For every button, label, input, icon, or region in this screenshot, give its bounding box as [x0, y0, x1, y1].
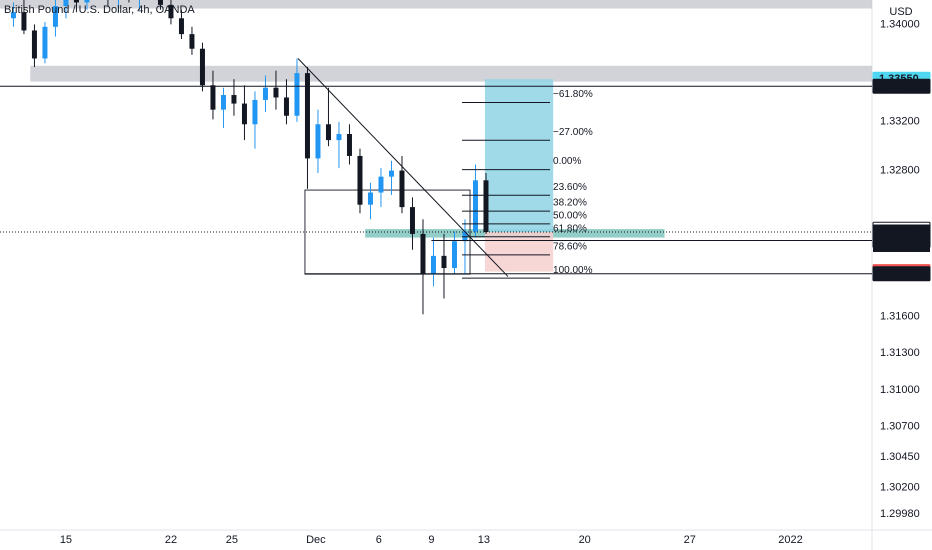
- candle-body: [84, 0, 90, 3]
- candle-body: [73, 0, 79, 3]
- x-tick-label: 9: [428, 534, 434, 546]
- price-label-box: [872, 78, 931, 94]
- y-tick-label: 1.30200: [880, 481, 920, 493]
- fib-label: 61.80%: [553, 223, 587, 234]
- candle-body: [189, 34, 195, 49]
- candle-body: [304, 73, 310, 159]
- fib-label: −27.00%: [553, 127, 593, 138]
- x-tick-label: 27: [684, 534, 696, 546]
- candle-body: [388, 170, 394, 177]
- candle-body: [63, 0, 69, 7]
- y-tick-label: 1.32800: [880, 164, 920, 176]
- candle-body: [42, 26, 48, 59]
- y-tick-label: 1.31000: [880, 384, 920, 396]
- x-tick-label: 22: [165, 534, 177, 546]
- x-tick-label: 2022: [778, 534, 802, 546]
- y-tick-label: 1.34000: [880, 18, 920, 30]
- price-label: 1.32226: [879, 234, 919, 246]
- candle-body: [336, 134, 342, 141]
- candle-body: [252, 99, 258, 125]
- candle-body: [325, 124, 331, 141]
- chart-title: British Pound / U.S. Dollar, 4h, OANDA: [4, 4, 195, 16]
- y-tick-label: 1.30450: [880, 451, 920, 463]
- fib-label: 50.00%: [553, 211, 587, 222]
- zone: [30, 65, 872, 82]
- candle-body: [315, 124, 321, 159]
- candle-body: [399, 170, 405, 208]
- fib-label: −61.80%: [553, 89, 593, 100]
- candle-body: [210, 85, 216, 110]
- y-tick-label: 1.31600: [880, 311, 920, 323]
- y-tick-label: 1.31300: [880, 347, 920, 359]
- candle-body: [10, 12, 16, 19]
- candle-body: [157, 0, 163, 5]
- candle-body: [262, 87, 268, 100]
- candle-body: [451, 241, 457, 269]
- fib-label: 38.20%: [553, 198, 587, 209]
- fib-label: 0.00%: [553, 156, 581, 167]
- candle-body: [483, 180, 489, 232]
- candle-body: [430, 255, 436, 275]
- candle-body: [367, 192, 373, 205]
- candle-body: [294, 73, 300, 116]
- fib-label: 23.60%: [553, 182, 587, 193]
- fib-label: 78.60%: [553, 242, 587, 253]
- candle-body: [346, 134, 352, 156]
- candle-body: [273, 87, 279, 98]
- y-tick-label: 1.33200: [880, 116, 920, 128]
- x-tick-label: 25: [226, 534, 238, 546]
- candle-body: [21, 12, 27, 31]
- candle-body: [378, 176, 384, 193]
- x-tick-label: Dec: [306, 534, 326, 546]
- candle-body: [472, 180, 478, 232]
- candle-body: [168, 4, 174, 19]
- candle-body: [441, 255, 447, 269]
- candle-body: [409, 207, 415, 234]
- candle-body: [241, 103, 247, 125]
- x-tick-label: 13: [478, 534, 490, 546]
- x-tick-label: 20: [579, 534, 591, 546]
- currency-label: USD: [889, 6, 912, 18]
- fib-label: 100.00%: [553, 265, 593, 276]
- price-label: 1.31953: [879, 268, 919, 280]
- candle-body: [231, 95, 237, 104]
- y-tick-label: 1.29980: [880, 508, 920, 520]
- price-label-box: [872, 233, 931, 249]
- x-tick-label: 15: [60, 534, 72, 546]
- price-label-box: [872, 266, 931, 282]
- position-stop: [484, 231, 554, 272]
- candle-body: [283, 97, 289, 116]
- candle-body: [31, 30, 37, 59]
- price-label: 1.33492: [879, 80, 919, 92]
- candle-body: [220, 95, 226, 110]
- x-tick-label: 6: [376, 534, 382, 546]
- candle-body: [357, 155, 363, 205]
- candle-body: [420, 233, 426, 275]
- candle-body: [178, 18, 184, 35]
- candle-body: [52, 6, 58, 27]
- y-tick-label: 1.30700: [880, 420, 920, 432]
- position-target: [484, 79, 554, 232]
- zone: [0, 0, 872, 9]
- candle-body: [199, 48, 205, 86]
